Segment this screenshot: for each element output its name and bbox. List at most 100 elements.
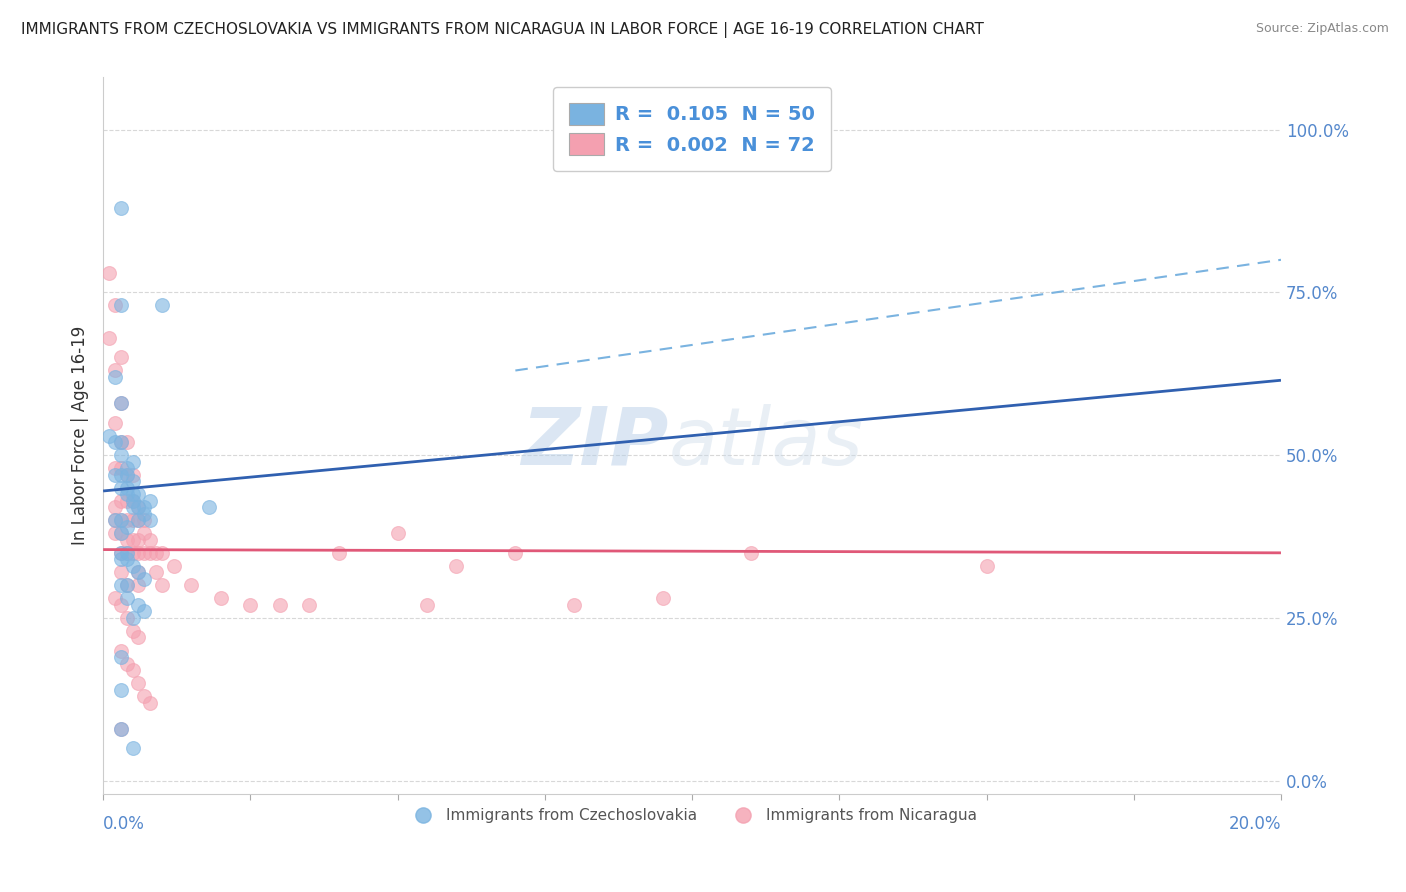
- Point: [115, 481, 138, 495]
- Point: [134, 513, 156, 527]
- Text: 20.0%: 20.0%: [1229, 815, 1281, 833]
- Point: [115, 435, 138, 450]
- Point: [98, 266, 121, 280]
- Point: [104, 363, 127, 377]
- Text: 0.0%: 0.0%: [103, 815, 145, 833]
- Point: [134, 526, 156, 541]
- Point: [104, 513, 127, 527]
- Point: [104, 500, 127, 515]
- Point: [121, 611, 143, 625]
- Point: [134, 604, 156, 618]
- Point: [740, 546, 762, 560]
- Point: [328, 546, 350, 560]
- Point: [110, 201, 132, 215]
- Point: [104, 416, 127, 430]
- Point: [651, 591, 673, 606]
- Point: [104, 513, 127, 527]
- Point: [110, 546, 132, 560]
- Point: [104, 467, 127, 482]
- Point: [110, 682, 132, 697]
- Point: [121, 533, 143, 547]
- Point: [115, 552, 138, 566]
- Point: [127, 546, 149, 560]
- Point: [104, 591, 127, 606]
- Point: [121, 546, 143, 560]
- Legend: Immigrants from Czechoslovakia, Immigrants from Nicaragua: Immigrants from Czechoslovakia, Immigran…: [401, 802, 983, 830]
- Point: [115, 578, 138, 592]
- Point: [110, 526, 132, 541]
- Point: [110, 722, 132, 736]
- Point: [145, 546, 167, 560]
- Point: [127, 500, 149, 515]
- Point: [163, 558, 186, 573]
- Point: [110, 722, 132, 736]
- Point: [198, 500, 221, 515]
- Point: [115, 657, 138, 671]
- Point: [115, 546, 138, 560]
- Point: [115, 467, 138, 482]
- Point: [976, 558, 998, 573]
- Point: [110, 481, 132, 495]
- Point: [121, 493, 143, 508]
- Point: [110, 396, 132, 410]
- Point: [150, 298, 173, 312]
- Point: [110, 513, 132, 527]
- Point: [298, 598, 321, 612]
- Point: [110, 546, 132, 560]
- Point: [139, 513, 162, 527]
- Point: [98, 331, 121, 345]
- Point: [562, 598, 585, 612]
- Point: [110, 467, 132, 482]
- Point: [121, 624, 143, 638]
- Point: [110, 526, 132, 541]
- Point: [446, 558, 468, 573]
- Point: [127, 578, 149, 592]
- Point: [110, 643, 132, 657]
- Point: [150, 546, 173, 560]
- Point: [150, 578, 173, 592]
- Point: [127, 676, 149, 690]
- Point: [98, 428, 121, 442]
- Point: [139, 533, 162, 547]
- Point: [121, 487, 143, 501]
- Point: [127, 566, 149, 580]
- Point: [134, 500, 156, 515]
- Point: [121, 455, 143, 469]
- Point: [134, 546, 156, 560]
- Point: [110, 578, 132, 592]
- Point: [110, 298, 132, 312]
- Text: ZIP: ZIP: [522, 404, 668, 482]
- Point: [115, 578, 138, 592]
- Point: [134, 572, 156, 586]
- Point: [121, 500, 143, 515]
- Point: [139, 493, 162, 508]
- Point: [104, 298, 127, 312]
- Point: [139, 546, 162, 560]
- Point: [110, 513, 132, 527]
- Point: [110, 598, 132, 612]
- Point: [115, 493, 138, 508]
- Text: atlas: atlas: [668, 404, 863, 482]
- Point: [115, 467, 138, 482]
- Point: [121, 493, 143, 508]
- Point: [121, 467, 143, 482]
- Text: Source: ZipAtlas.com: Source: ZipAtlas.com: [1256, 22, 1389, 36]
- Point: [121, 558, 143, 573]
- Point: [115, 513, 138, 527]
- Point: [127, 513, 149, 527]
- Point: [127, 533, 149, 547]
- Point: [127, 631, 149, 645]
- Point: [104, 526, 127, 541]
- Point: [104, 370, 127, 384]
- Point: [110, 435, 132, 450]
- Point: [121, 663, 143, 677]
- Point: [121, 513, 143, 527]
- Point: [115, 533, 138, 547]
- Point: [110, 435, 132, 450]
- Point: [104, 435, 127, 450]
- Point: [145, 566, 167, 580]
- Point: [115, 461, 138, 475]
- Point: [127, 598, 149, 612]
- Point: [110, 493, 132, 508]
- Point: [209, 591, 232, 606]
